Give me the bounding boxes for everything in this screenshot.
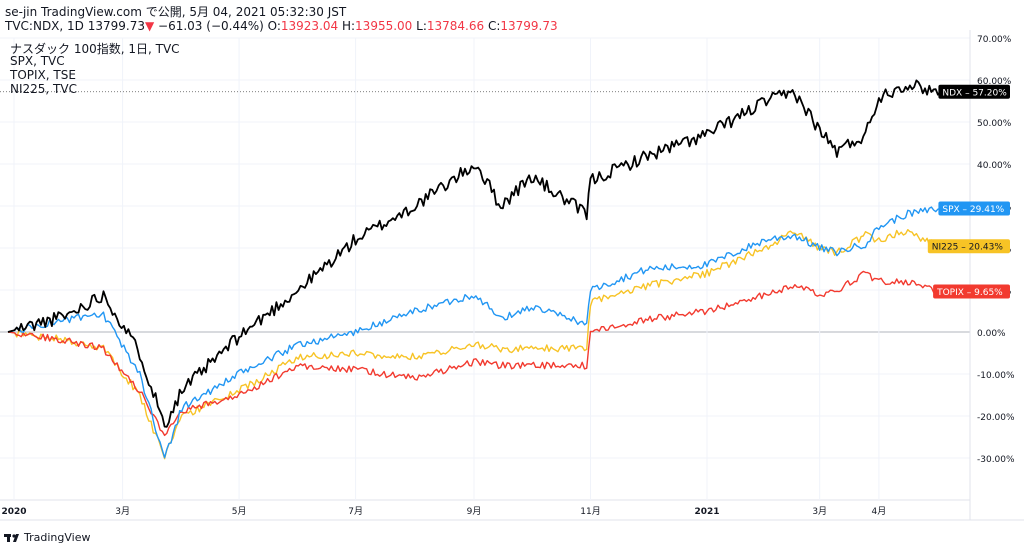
x-tick-label: 7月 bbox=[348, 506, 363, 517]
open-value: 13923.04 bbox=[280, 19, 339, 33]
x-tick-label: 5月 bbox=[232, 506, 247, 517]
end-label-text-ni225: NI225 – 20.43% bbox=[932, 243, 1004, 253]
series-end-labels: NDX – 57.20% SPX – 29.41% NI225 – 20.43% TO… bbox=[927, 84, 1010, 299]
y-tick-label: -10.00% bbox=[977, 371, 1015, 381]
end-label-box-spx bbox=[938, 201, 1010, 216]
x-tick-label: 3月 bbox=[115, 506, 130, 517]
legend-topix[interactable]: TOPIX, TSE bbox=[10, 68, 76, 82]
y-tick-label: 70.00% bbox=[977, 35, 1012, 45]
legend-ndx[interactable]: ナスダック 100指数, 1日, TVC bbox=[10, 42, 180, 56]
end-label-text-ndx: NDX – 57.20% bbox=[942, 88, 1007, 98]
y-tick-label: 60.00% bbox=[977, 77, 1012, 87]
legend-ni225[interactable]: NI225, TVC bbox=[10, 82, 77, 96]
x-tick-label: 4月 bbox=[872, 506, 887, 517]
x-tick-label: 11月 bbox=[580, 506, 600, 517]
y-tick-label: -30.00% bbox=[977, 455, 1015, 465]
x-tick-label: 9月 bbox=[467, 506, 482, 517]
price-axis[interactable]: 70.00%60.00%50.00%40.00%30.00%20.00%10.0… bbox=[969, 30, 1015, 520]
y-tick-label: 40.00% bbox=[977, 161, 1012, 171]
close-label: C: bbox=[484, 19, 501, 33]
end-label-box-ni225 bbox=[927, 239, 1010, 254]
high-label: H: bbox=[338, 19, 356, 33]
low-label: L: bbox=[412, 19, 427, 33]
low-value: 13784.66 bbox=[426, 19, 485, 33]
down-arrow-icon: ▼ bbox=[144, 19, 155, 33]
series-line-spx bbox=[7, 206, 941, 459]
end-label-text-spx: SPX – 29.41% bbox=[942, 205, 1004, 215]
end-label-box-topix bbox=[933, 284, 1010, 299]
end-label-box-ndx bbox=[938, 84, 1010, 99]
x-tick-label: 2020 bbox=[1, 507, 26, 517]
time-axis[interactable]: 2020 3月 5月 7月 9月 11月 2021 3月 4月 bbox=[0, 506, 1024, 521]
legend-spx[interactable]: SPX, TVC bbox=[10, 54, 65, 68]
y-tick-label: -20.00% bbox=[977, 413, 1015, 423]
y-tick-label: 0.00% bbox=[977, 329, 1006, 339]
x-tick-label: 2021 bbox=[694, 507, 719, 517]
series-line-topix bbox=[7, 270, 941, 437]
symbol-ohlc-line: TVC:NDX, 1D 13799.73▼ −61.03 (−0.44%) O:… bbox=[5, 19, 558, 33]
end-label-text-topix: TOPIX – 9.65% bbox=[936, 288, 1003, 298]
series-line-ndx bbox=[7, 79, 941, 428]
grid-lines bbox=[0, 37, 970, 501]
close-value: 13799.73 bbox=[500, 19, 558, 33]
symbol-label: TVC:NDX, 1D 13799.73 bbox=[5, 19, 145, 33]
series-lines bbox=[7, 79, 941, 460]
high-value: 13955.00 bbox=[355, 19, 413, 33]
change-value: −61.03 (−0.44%) bbox=[154, 19, 268, 33]
tradingview-brand: TradingView bbox=[24, 531, 91, 544]
y-tick-label: 50.00% bbox=[977, 119, 1012, 129]
tradingview-footer[interactable]: TradingView bbox=[4, 531, 90, 544]
publish-info: se-jin TradingView.com で公開, 5月 04, 2021 … bbox=[5, 5, 347, 19]
x-tick-label: 3月 bbox=[812, 506, 827, 517]
tradingview-logo-icon bbox=[4, 533, 19, 542]
open-label: O: bbox=[267, 19, 281, 33]
